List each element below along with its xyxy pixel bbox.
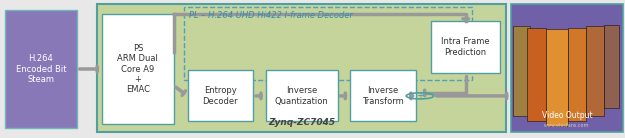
- Text: +: +: [416, 91, 424, 101]
- FancyBboxPatch shape: [102, 14, 174, 124]
- Text: Inverse
Transform: Inverse Transform: [362, 86, 404, 106]
- Text: Video Output: Video Output: [541, 111, 592, 120]
- Text: Inverse
Quantization: Inverse Quantization: [275, 86, 329, 106]
- FancyBboxPatch shape: [97, 4, 506, 132]
- Bar: [527, 28, 546, 121]
- FancyBboxPatch shape: [266, 70, 338, 121]
- Text: www.elecfans.com: www.elecfans.com: [544, 123, 589, 128]
- Bar: [512, 26, 530, 116]
- Text: PS
ARM Dual
Core A9
+
EMAC: PS ARM Dual Core A9 + EMAC: [118, 44, 158, 94]
- Text: Intra Frame
Prediction: Intra Frame Prediction: [441, 37, 490, 57]
- Bar: [546, 29, 568, 126]
- FancyBboxPatch shape: [5, 10, 77, 128]
- Bar: [568, 28, 586, 121]
- FancyBboxPatch shape: [511, 4, 622, 132]
- Bar: [604, 25, 619, 108]
- Text: Zynq-ZC7045: Zynq-ZC7045: [268, 118, 335, 127]
- FancyBboxPatch shape: [188, 70, 253, 121]
- Text: Entropy
Decoder: Entropy Decoder: [202, 86, 238, 106]
- FancyBboxPatch shape: [431, 21, 500, 73]
- Bar: [586, 26, 604, 116]
- Text: H.264
Encoded Bit
Steam: H.264 Encoded Bit Steam: [16, 54, 66, 84]
- FancyBboxPatch shape: [350, 70, 416, 121]
- Text: PL – H.264 UHD Hi422 I-frame Decoder: PL – H.264 UHD Hi422 I-frame Decoder: [189, 11, 353, 20]
